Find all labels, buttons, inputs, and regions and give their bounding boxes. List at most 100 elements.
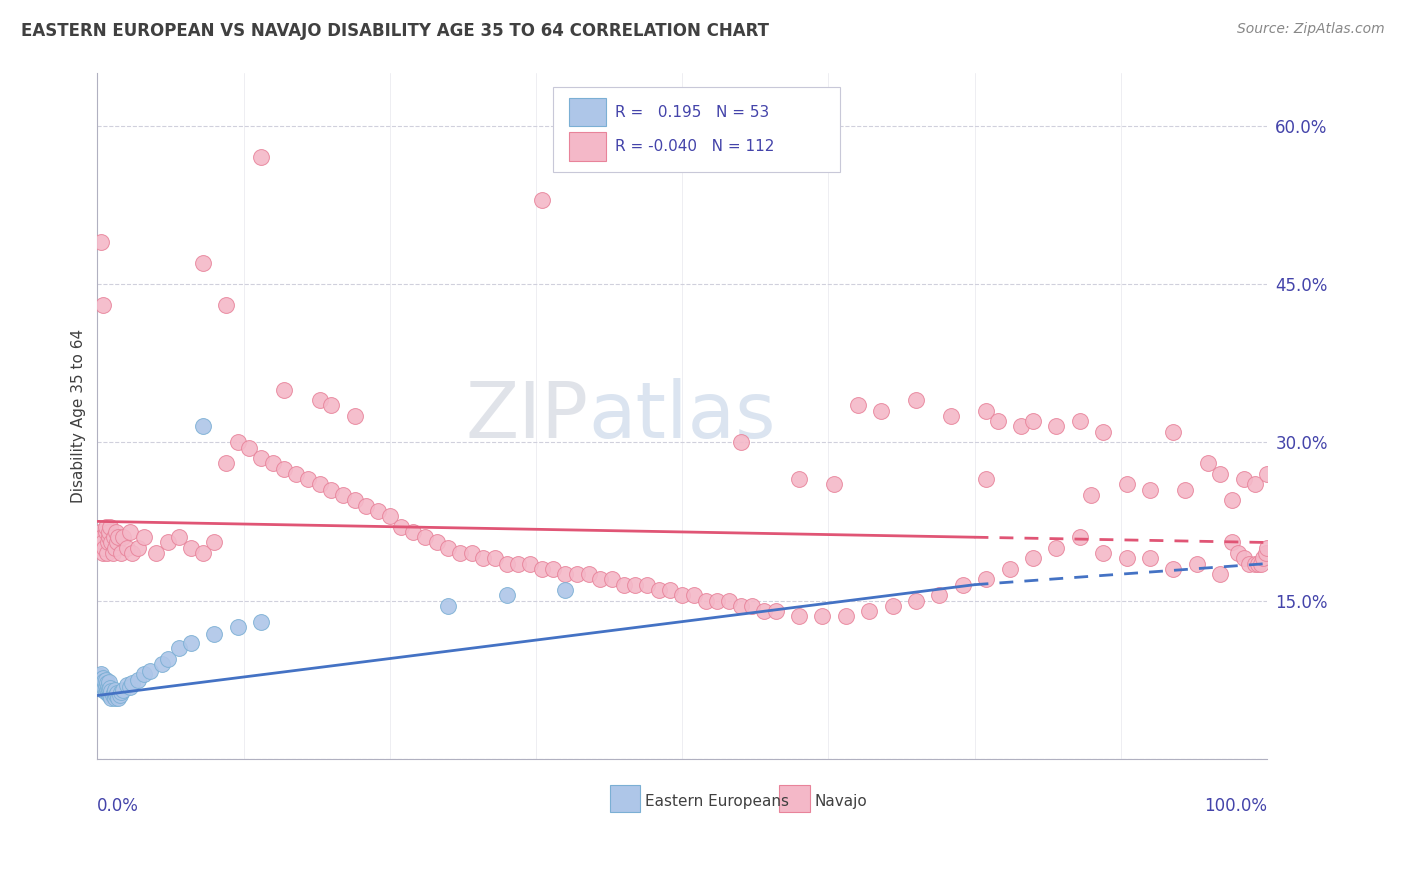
Point <box>1139 483 1161 497</box>
Point <box>108 689 131 703</box>
Point <box>554 567 576 582</box>
Point <box>1115 551 1137 566</box>
Point <box>250 150 273 164</box>
Point <box>87 673 110 687</box>
Point <box>835 609 858 624</box>
Point <box>1209 467 1232 481</box>
Point <box>105 686 128 700</box>
Point <box>112 683 135 698</box>
Point <box>905 392 928 407</box>
Point <box>530 562 553 576</box>
Point <box>530 193 553 207</box>
Point <box>391 519 413 533</box>
Point <box>98 674 121 689</box>
Point <box>91 530 114 544</box>
Point <box>90 541 112 555</box>
Point <box>89 524 111 539</box>
Point <box>273 461 295 475</box>
Point <box>134 530 156 544</box>
Point <box>101 546 124 560</box>
Point <box>156 651 179 665</box>
Point <box>90 667 112 681</box>
Point <box>1163 425 1185 439</box>
Text: EASTERN EUROPEAN VS NAVAJO DISABILITY AGE 35 TO 64 CORRELATION CHART: EASTERN EUROPEAN VS NAVAJO DISABILITY AG… <box>21 22 769 40</box>
Point <box>103 530 125 544</box>
Point <box>96 683 118 698</box>
Point <box>100 690 122 705</box>
Text: 0.0%: 0.0% <box>97 797 139 814</box>
Point <box>98 689 121 703</box>
FancyBboxPatch shape <box>568 132 606 161</box>
FancyBboxPatch shape <box>610 785 640 812</box>
Point <box>811 609 834 624</box>
Point <box>472 551 495 566</box>
Point <box>449 546 471 560</box>
Point <box>1256 467 1278 481</box>
Point <box>1246 557 1268 571</box>
Point <box>215 456 238 470</box>
Point <box>987 414 1010 428</box>
Point <box>1244 557 1267 571</box>
Point <box>98 681 121 695</box>
Point <box>1092 546 1115 560</box>
Point <box>103 686 125 700</box>
Point <box>202 627 225 641</box>
Point <box>402 524 425 539</box>
Point <box>94 519 117 533</box>
Point <box>191 546 214 560</box>
Point <box>167 530 190 544</box>
Point <box>191 419 214 434</box>
Point <box>1080 488 1102 502</box>
Point <box>215 298 238 312</box>
Point <box>1256 541 1278 555</box>
Point <box>695 593 717 607</box>
Point <box>262 456 284 470</box>
Point <box>96 546 118 560</box>
Point <box>93 681 115 695</box>
Point <box>730 599 752 613</box>
Point <box>939 409 962 423</box>
Point <box>741 599 763 613</box>
Point <box>104 683 127 698</box>
Point <box>787 609 810 624</box>
Point <box>94 524 117 539</box>
Point <box>565 567 588 582</box>
Point <box>1115 477 1137 491</box>
Point <box>1232 472 1254 486</box>
Point <box>343 493 366 508</box>
Point <box>297 472 319 486</box>
Point <box>1069 530 1091 544</box>
Point <box>378 509 401 524</box>
Point <box>98 682 121 697</box>
Point <box>1069 414 1091 428</box>
Point <box>121 546 143 560</box>
Point <box>1253 551 1275 566</box>
Point <box>356 499 378 513</box>
Point <box>156 535 179 549</box>
Point <box>1010 419 1032 434</box>
Point <box>91 677 114 691</box>
Point <box>332 488 354 502</box>
Point <box>659 582 682 597</box>
Point <box>367 504 389 518</box>
Point <box>752 604 775 618</box>
Point <box>589 573 612 587</box>
Point <box>787 472 810 486</box>
Point <box>94 685 117 699</box>
Point <box>543 562 565 576</box>
Point <box>91 678 114 692</box>
Point <box>127 541 149 555</box>
Point <box>437 599 460 613</box>
Point <box>1220 493 1243 508</box>
Point <box>93 673 115 688</box>
Point <box>100 684 122 698</box>
Point <box>90 235 112 249</box>
Point <box>1226 546 1249 560</box>
Point <box>613 577 636 591</box>
Point <box>100 535 122 549</box>
Point <box>97 686 120 700</box>
Point <box>1209 567 1232 582</box>
Point <box>1045 419 1067 434</box>
Point <box>1239 557 1261 571</box>
Point <box>1232 551 1254 566</box>
